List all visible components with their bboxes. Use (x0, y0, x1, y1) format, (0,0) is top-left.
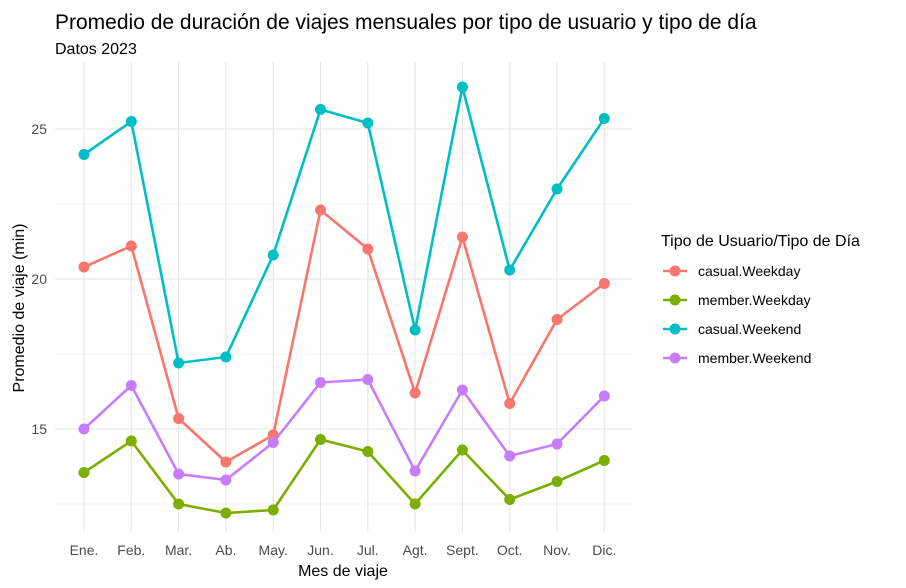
legend-title: Tipo de Usuario/Tipo de Día (661, 233, 860, 250)
y-tick-label: 20 (31, 271, 47, 287)
data-point (315, 104, 326, 115)
data-point (267, 249, 279, 261)
data-point (598, 113, 610, 124)
data-point (315, 204, 326, 216)
data-point (456, 231, 468, 243)
x-tick-label: Sept. (446, 542, 479, 558)
series-casual-Weekend (78, 81, 610, 369)
data-point (125, 240, 137, 252)
x-tick-label: Jul. (357, 542, 379, 558)
data-point (362, 374, 374, 385)
data-point (409, 387, 421, 399)
data-point (598, 390, 610, 402)
data-point (598, 455, 610, 466)
y-axis-ticks: 15 20 25 (31, 121, 47, 437)
data-point (78, 149, 90, 160)
data-point (125, 380, 137, 391)
data-point (267, 437, 279, 448)
data-point (409, 498, 421, 510)
series-casual-Weekday (78, 204, 610, 468)
y-axis-title: Promedio de viaje (min) (11, 224, 28, 393)
data-point (409, 324, 421, 336)
data-point (409, 465, 421, 477)
data-point (362, 243, 374, 255)
series-line (83, 438, 605, 515)
data-point (456, 384, 468, 396)
legend-item: member.Weekend (663, 350, 811, 366)
x-tick-label: Jun. (307, 542, 333, 558)
series-line (83, 85, 606, 365)
data-point (125, 116, 137, 127)
y-tick-label: 25 (31, 121, 47, 137)
legend-items: casual.Weekday member.Weekday casual.Weeke… (663, 263, 811, 366)
data-point (173, 413, 185, 424)
data-point (504, 450, 516, 462)
data-point (220, 474, 232, 486)
data-point (598, 278, 610, 289)
data-point (173, 498, 185, 510)
data-point (504, 398, 516, 409)
data-point (362, 446, 374, 457)
data-point (551, 438, 563, 450)
y-tick-label: 15 (31, 421, 47, 437)
chart-subtitle: Datos 2023 (55, 41, 137, 58)
legend-label: member.Weekend (698, 350, 811, 366)
x-tick-label: Ab. (215, 542, 236, 558)
data-point (315, 377, 326, 388)
data-point (220, 351, 232, 363)
data-point (456, 81, 468, 93)
data-point (78, 423, 90, 435)
legend-label: member.Weekday (698, 292, 811, 308)
x-tick-label: Oct. (497, 542, 523, 558)
data-point (504, 494, 516, 505)
x-tick-label: May. (259, 542, 288, 558)
x-tick-label: Mar. (165, 542, 192, 558)
data-point (173, 357, 185, 369)
series-layer (78, 81, 610, 519)
grid (55, 62, 632, 532)
legend-label: casual.Weekend (698, 321, 801, 337)
x-tick-label: Nov. (543, 542, 571, 558)
legend-label: casual.Weekday (698, 263, 800, 279)
x-axis-ticks: Ene. Feb. Mar. Ab. May. Jun. Jul. Agt. Sept. Oct.… (70, 542, 617, 558)
x-tick-label: Feb. (117, 542, 145, 558)
legend-item: casual.Weekend (663, 321, 801, 337)
chart-title: Promedio de duración de viajes mensuales… (55, 11, 757, 34)
legend-key-point (669, 294, 681, 306)
data-point (362, 117, 374, 129)
data-point (315, 434, 326, 445)
data-point (220, 456, 232, 468)
data-point (267, 504, 279, 516)
series-member-Weekend (78, 374, 610, 486)
legend-item: member.Weekday (663, 292, 811, 308)
series-line (83, 208, 606, 464)
legend-key-point (669, 323, 681, 335)
data-point (78, 467, 90, 478)
data-point (551, 314, 563, 325)
x-axis-title: Mes de viaje (298, 563, 388, 580)
legend-item: casual.Weekday (663, 263, 800, 279)
x-tick-label: Agt. (403, 542, 428, 558)
data-point (504, 264, 516, 276)
data-point (78, 261, 90, 273)
data-point (551, 183, 563, 195)
data-point (551, 476, 563, 487)
data-point (125, 435, 137, 447)
legend-key-point (669, 352, 681, 364)
data-point (220, 507, 232, 519)
series-line (83, 378, 606, 482)
x-tick-label: Ene. (70, 542, 99, 558)
data-point (456, 444, 468, 456)
data-point (173, 468, 185, 480)
series-member-Weekday (78, 434, 610, 519)
legend: Tipo de Usuario/Tipo de Día casual.Weekd… (661, 233, 860, 366)
legend-key-point (669, 265, 681, 277)
x-tick-label: Dic. (592, 542, 616, 558)
